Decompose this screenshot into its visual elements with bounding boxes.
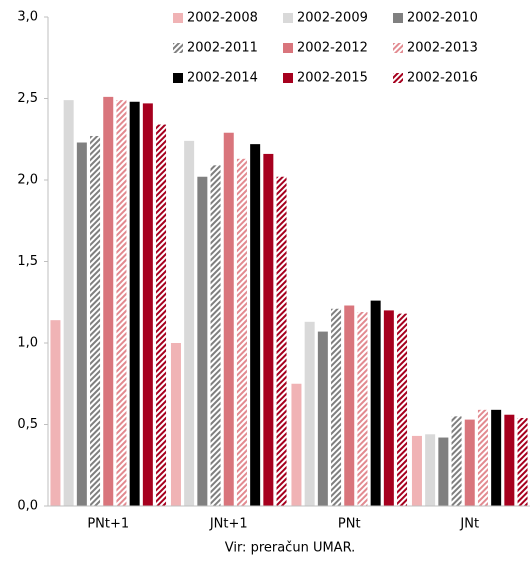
y-tick-label: 2,0 — [17, 173, 38, 188]
legend-label: 2002-2013 — [407, 41, 478, 56]
y-tick-label: 3,0 — [17, 10, 38, 25]
legend-swatch — [173, 43, 183, 53]
bar — [129, 101, 140, 506]
x-tick-label: JNt+1 — [209, 517, 248, 532]
bar — [438, 437, 449, 506]
bar — [464, 419, 475, 506]
bar — [116, 100, 127, 506]
bar — [276, 176, 287, 507]
bar — [331, 308, 342, 506]
bar — [451, 416, 462, 506]
bar — [170, 343, 181, 506]
y-tick-label: 1,5 — [17, 254, 38, 269]
bar — [156, 124, 167, 506]
bar — [425, 434, 436, 506]
legend-swatch — [173, 13, 183, 23]
bar — [383, 310, 394, 506]
bar — [76, 142, 87, 506]
bar — [304, 321, 315, 506]
bar — [50, 320, 61, 506]
legend-label: 2002-2015 — [297, 71, 368, 86]
x-tick-label: JNt — [459, 517, 479, 532]
legend-label: 2002-2014 — [187, 71, 258, 86]
legend-swatch — [393, 13, 403, 23]
bar — [370, 300, 381, 506]
x-tick-label: PNt+1 — [87, 517, 129, 532]
legend-label: 2002-2009 — [297, 11, 368, 26]
bar — [250, 144, 261, 506]
legend-swatch — [393, 43, 403, 53]
bar — [344, 305, 355, 506]
legend-swatch — [283, 13, 293, 23]
bar — [90, 135, 101, 507]
legend-label: 2002-2010 — [407, 11, 478, 26]
bar — [210, 165, 221, 506]
bar — [263, 153, 274, 507]
legend-label: 2002-2016 — [407, 71, 478, 86]
bar — [397, 313, 408, 506]
bar — [317, 331, 328, 506]
bar — [504, 414, 515, 506]
bar — [291, 383, 302, 506]
legend-label: 2002-2012 — [297, 41, 368, 56]
legend-swatch — [283, 73, 293, 83]
x-tick-label: PNt — [338, 517, 361, 532]
bar — [63, 100, 74, 506]
y-tick-label: 0,5 — [17, 417, 38, 432]
bar — [103, 96, 114, 507]
y-tick-label: 0,0 — [17, 499, 38, 514]
y-tick-label: 1,0 — [17, 336, 38, 351]
source-note: Vir: preračun UMAR. — [225, 541, 356, 556]
legend-label: 2002-2011 — [187, 41, 258, 56]
bar — [142, 103, 153, 506]
legend-swatch — [283, 43, 293, 53]
bar — [223, 132, 234, 507]
bar — [477, 409, 488, 506]
legend-swatch — [173, 73, 183, 83]
y-tick-label: 2,5 — [17, 91, 38, 106]
bar — [197, 176, 208, 507]
bar — [491, 409, 502, 506]
bar — [357, 312, 368, 506]
bar — [411, 435, 422, 506]
legend-label: 2002-2008 — [187, 11, 258, 26]
bar — [236, 158, 247, 506]
legend-swatch — [393, 73, 403, 83]
bar — [184, 140, 195, 506]
bar — [517, 417, 528, 506]
